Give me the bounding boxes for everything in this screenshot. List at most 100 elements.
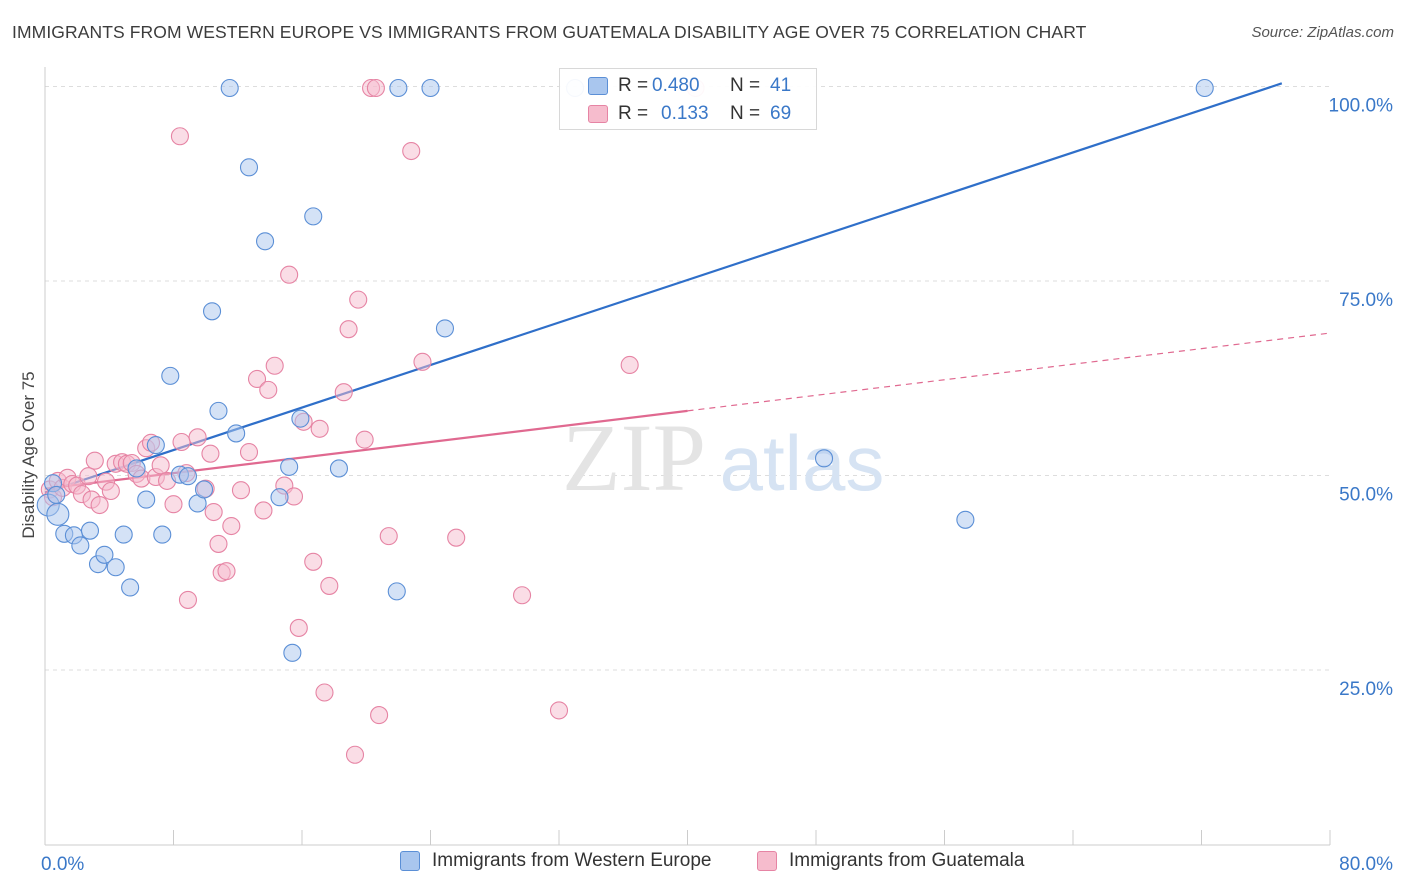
- data-point-blue: [203, 302, 222, 321]
- trend-line-dashed-pink: [687, 332, 1331, 412]
- data-point-blue: [239, 158, 259, 177]
- data-point-pink: [151, 456, 170, 475]
- data-point-pink: [204, 502, 223, 522]
- data-point-blue: [153, 525, 172, 544]
- data-point-blue: [291, 409, 310, 428]
- data-point-pink: [315, 683, 334, 702]
- r-label: R =: [618, 75, 649, 96]
- data-point-blue: [209, 401, 228, 420]
- legend-label: Immigrants from Western Europe: [432, 850, 712, 871]
- data-point-blue: [270, 488, 289, 507]
- stats-box: R = 0.480 N = 41 R = 0.133 N = 69: [559, 68, 817, 130]
- data-point-pink: [334, 383, 353, 402]
- data-point-pink: [310, 419, 329, 438]
- data-point-blue: [814, 449, 834, 468]
- data-point-pink: [259, 380, 278, 399]
- data-point-blue: [161, 366, 180, 385]
- chart-title: IMMIGRANTS FROM WESTERN EUROPE VS IMMIGR…: [12, 22, 1087, 42]
- stats-swatch-blue: [588, 77, 608, 95]
- y-tick-label: 50.0%: [1339, 484, 1393, 505]
- legend-label: Immigrants from Guatemala: [789, 850, 1025, 871]
- n-value: 41: [770, 75, 792, 96]
- data-point-pink: [304, 552, 323, 571]
- data-point-blue: [46, 502, 70, 526]
- x-tick-label: 0.0%: [41, 854, 84, 875]
- data-point-blue: [227, 424, 246, 443]
- legend-item-western-europe[interactable]: Immigrants from Western Europe: [400, 850, 711, 872]
- r-value: 0.133: [661, 103, 709, 124]
- trend-line-blue: [44, 82, 1283, 494]
- data-point-pink: [164, 495, 183, 514]
- data-point-pink: [170, 127, 189, 146]
- data-point-pink: [549, 701, 569, 720]
- data-point-pink: [254, 501, 273, 520]
- data-point-blue: [106, 558, 125, 577]
- data-point-blue: [127, 459, 146, 478]
- source-label: Source: ZipAtlas.com: [1251, 24, 1394, 41]
- watermark-zip: ZIP: [562, 404, 706, 511]
- y-tick-label: 100.0%: [1329, 95, 1394, 116]
- data-point-blue: [283, 643, 302, 662]
- data-point-blue: [95, 545, 114, 564]
- data-point-blue: [435, 319, 455, 338]
- data-point-blue: [178, 467, 198, 486]
- data-point-pink: [217, 562, 236, 581]
- data-point-pink: [447, 528, 466, 547]
- data-point-blue: [956, 510, 975, 529]
- data-point-pink: [90, 495, 109, 515]
- data-point-blue: [256, 232, 275, 251]
- data-point-blue: [1195, 78, 1214, 98]
- data-point-pink: [101, 481, 120, 501]
- data-point-blue: [146, 436, 165, 455]
- data-point-blue: [114, 525, 133, 544]
- data-point-pink: [345, 745, 365, 764]
- data-point-blue: [329, 459, 348, 478]
- y-tick-label: 75.0%: [1339, 290, 1393, 311]
- data-point-pink: [379, 527, 398, 546]
- watermark: ZIP atlas: [562, 404, 884, 511]
- y-axis-label: Disability Age Over 75: [19, 371, 38, 538]
- data-point-pink: [289, 618, 308, 637]
- stats-swatch-pink: [588, 105, 608, 123]
- data-point-blue: [387, 582, 406, 601]
- legend-item-guatemala[interactable]: Immigrants from Guatemala: [757, 850, 1024, 872]
- r-label: R =: [618, 103, 649, 124]
- data-point-pink: [620, 355, 639, 375]
- n-label: N =: [730, 75, 761, 96]
- stats-row-western-europe: R = 0.480 N = 41: [560, 72, 818, 100]
- data-point-pink: [222, 516, 241, 536]
- data-point-pink: [85, 451, 104, 470]
- data-point-pink: [320, 576, 339, 595]
- data-point-blue: [121, 578, 140, 597]
- data-point-blue: [137, 490, 156, 509]
- data-point-blue: [304, 207, 323, 226]
- legend: Immigrants from Western Europe Immigrant…: [0, 850, 1406, 880]
- data-point-blue: [421, 78, 440, 98]
- grid-lines: [45, 85, 1330, 671]
- watermark-atlas: atlas: [720, 419, 885, 507]
- n-label: N =: [730, 103, 761, 124]
- data-point-pink: [209, 534, 228, 553]
- r-value: 0.480: [652, 75, 700, 96]
- x-tick-label: 80.0%: [1339, 854, 1393, 875]
- data-point-blue: [71, 536, 90, 555]
- y-tick-label: 25.0%: [1339, 679, 1393, 700]
- legend-swatch-pink: [757, 851, 777, 871]
- data-point-pink: [349, 290, 368, 309]
- data-point-pink: [339, 320, 358, 339]
- data-point-pink: [413, 352, 432, 371]
- data-point-pink: [79, 467, 98, 486]
- data-point-pink: [201, 444, 220, 463]
- stats-row-guatemala: R = 0.133 N = 69: [560, 100, 818, 128]
- data-point-pink: [172, 432, 191, 452]
- data-point-blue: [194, 480, 214, 499]
- series-western-europe-points: [36, 78, 1214, 662]
- data-point-pink: [402, 141, 421, 161]
- legend-swatch-blue: [400, 851, 420, 871]
- data-point-pink: [513, 586, 532, 605]
- n-value: 69: [770, 103, 792, 124]
- data-point-blue: [220, 78, 239, 98]
- data-point-pink: [178, 590, 198, 609]
- data-point-blue: [47, 485, 66, 504]
